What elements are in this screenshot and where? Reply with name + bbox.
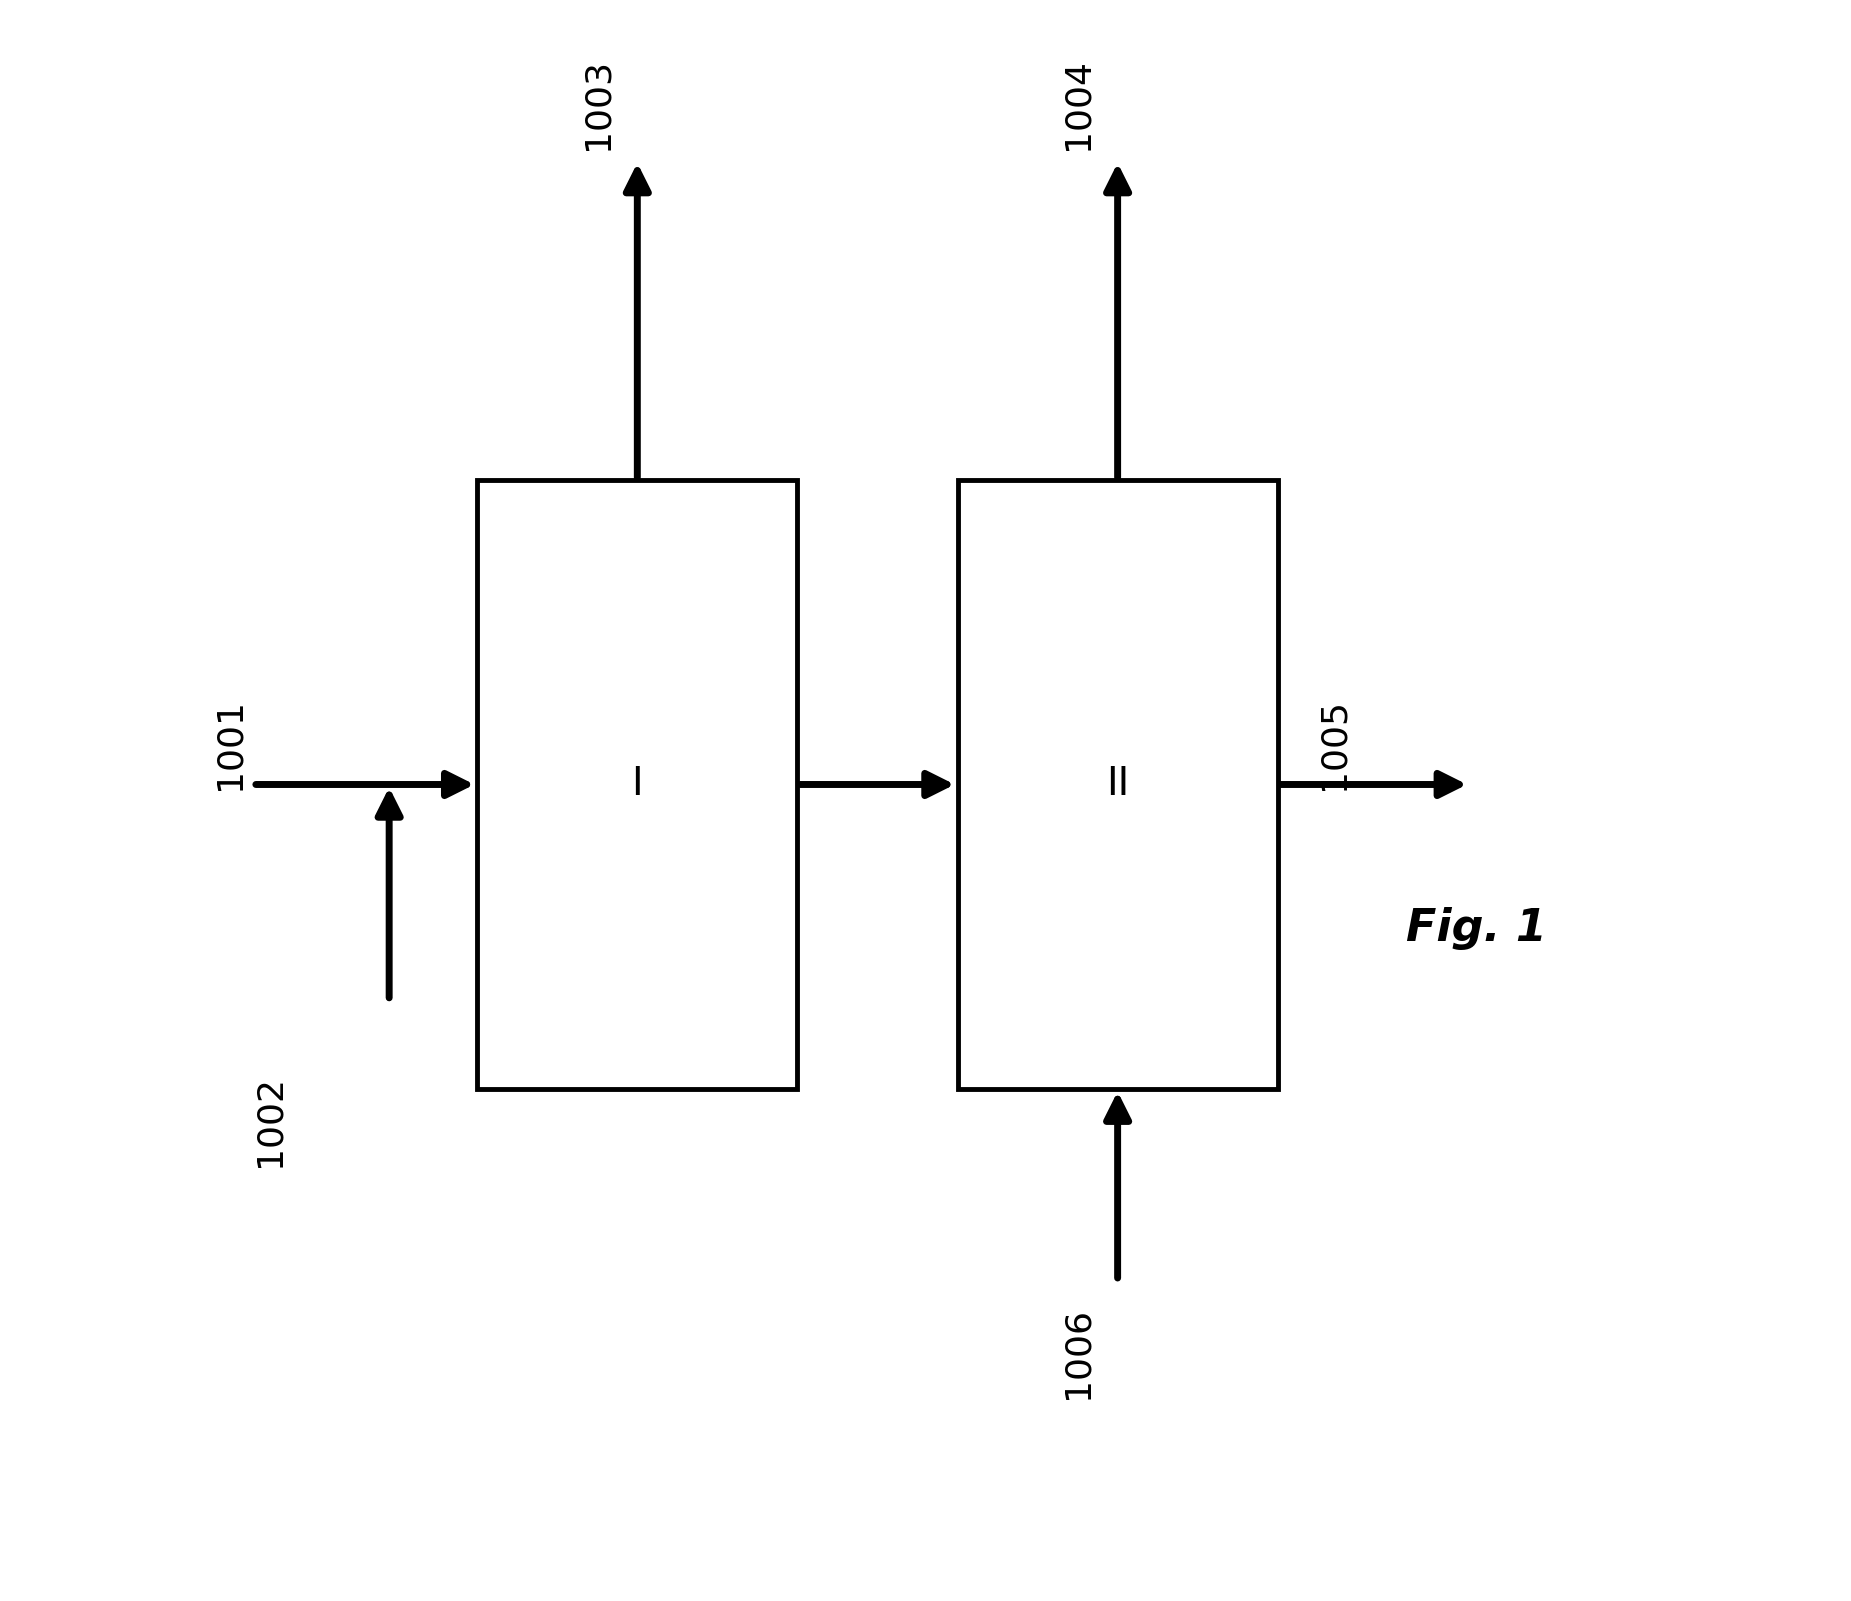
Text: I: I	[631, 765, 642, 804]
Text: 1004: 1004	[1061, 58, 1094, 150]
Bar	[957, 480, 1277, 1089]
Text: 1002: 1002	[252, 1074, 287, 1167]
Bar	[478, 480, 798, 1089]
Text: Fig. 1: Fig. 1	[1405, 908, 1547, 949]
Text: II: II	[1107, 765, 1129, 804]
Text: 1001: 1001	[213, 698, 246, 791]
Text: 1006: 1006	[1061, 1306, 1094, 1399]
Text: 1005: 1005	[1316, 698, 1351, 791]
Text: 1003: 1003	[581, 58, 615, 150]
